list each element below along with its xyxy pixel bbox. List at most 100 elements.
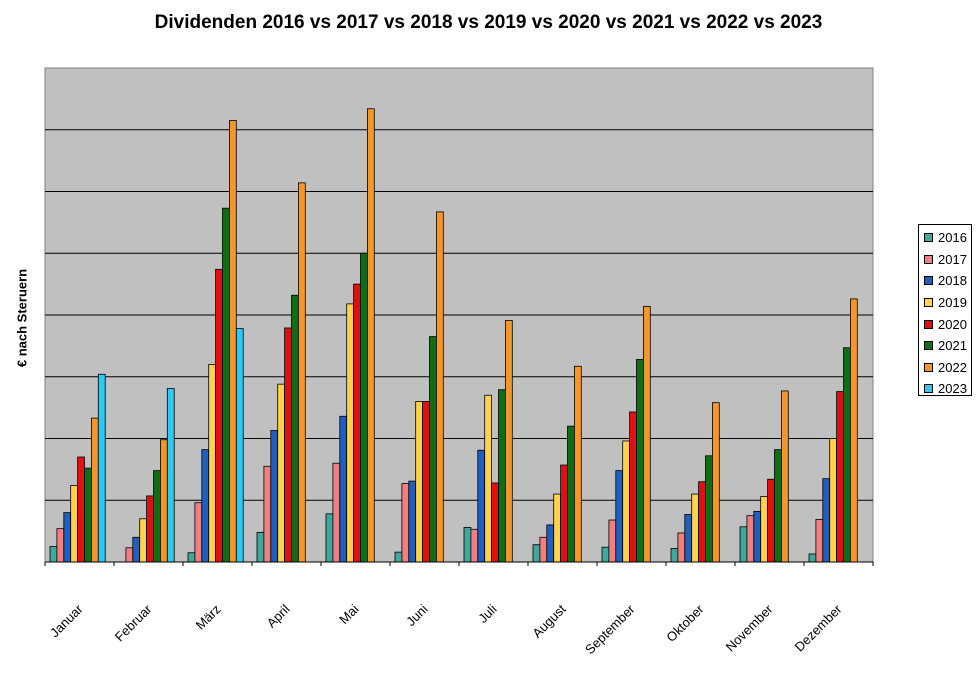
legend-label: 2018	[938, 273, 967, 289]
x-tick-label-august: August	[529, 601, 568, 640]
bar-2017-august	[539, 536, 548, 563]
legend-swatch	[924, 384, 933, 394]
legend-item-2022: 2022	[919, 357, 971, 379]
gridlines	[45, 129, 873, 501]
bar-2020-oktober	[698, 481, 706, 563]
legend: 2016 2017 2018 2019 2020 2021 2022 2023	[918, 224, 972, 396]
chart-title: Dividenden 2016 vs 2017 vs 2018 vs 2019 …	[154, 12, 823, 33]
legend-item-2016: 2016	[919, 227, 971, 249]
legend-label: 2022	[938, 359, 967, 375]
legend-label: 2019	[938, 295, 967, 311]
bar-2020-märz	[215, 268, 223, 563]
bar-2017-april	[263, 465, 272, 563]
x-tick-label-juli: Juli	[475, 601, 499, 625]
bar-2018-november	[753, 510, 762, 563]
bar-2023-februar	[166, 388, 175, 563]
bar-2022-september	[643, 305, 651, 563]
bar-2018-februar	[132, 536, 141, 563]
bar-2020-mai	[353, 283, 361, 563]
legend-label: 2023	[938, 381, 967, 397]
bar-2016-märz	[187, 552, 196, 563]
bar-2018-mai	[339, 415, 348, 563]
x-tick-label-april: April	[264, 601, 293, 630]
bar-2022-juli	[504, 320, 513, 563]
bar-2022-februar	[159, 439, 168, 563]
bar-2022-januar	[91, 417, 99, 563]
bar-2018-dezember	[822, 478, 831, 563]
x-tick-label-juni: Juni	[403, 601, 431, 629]
bar-2019-september	[622, 440, 631, 563]
bar-2017-mai	[332, 462, 341, 563]
legend-item-2019: 2019	[919, 292, 971, 314]
bar-2017-juni	[401, 483, 410, 563]
legend-item-2023: 2023	[919, 378, 971, 400]
bar-2019-juli	[484, 394, 493, 563]
legend-swatch	[924, 254, 933, 264]
legend-item-2021: 2021	[919, 335, 971, 357]
bar-2021-september	[636, 359, 644, 563]
legend-label: 2017	[938, 251, 967, 267]
bar-2020-september	[629, 411, 637, 563]
x-tick-label-märz: März	[193, 602, 224, 633]
legend-swatch	[924, 233, 933, 243]
bar-2017-februar	[125, 547, 134, 563]
legend-swatch	[924, 276, 933, 286]
bar-2018-juni	[408, 480, 417, 563]
bar-2022-oktober	[712, 402, 720, 563]
bar-2021-märz	[222, 207, 230, 563]
bar-2022-mai	[366, 108, 375, 563]
bar-2021-februar	[153, 470, 161, 563]
bar-2020-juni	[422, 401, 430, 563]
bar-2021-august	[567, 425, 575, 563]
bar-2017-juli	[470, 528, 479, 563]
bar-2022-dezember	[850, 298, 858, 563]
bar-2022-august	[574, 365, 582, 563]
legend-label: 2020	[938, 316, 967, 332]
bar-2018-oktober	[684, 514, 693, 563]
bar-2020-februar	[146, 495, 154, 563]
legend-swatch	[924, 298, 933, 308]
bar-2016-januar	[49, 546, 58, 563]
bar-2016-mai	[325, 513, 334, 563]
bar-2018-september	[615, 470, 624, 563]
bar-2020-april	[284, 327, 292, 563]
legend-label: 2016	[938, 230, 967, 246]
legend-swatch	[924, 362, 933, 372]
bar-2019-august	[553, 493, 562, 563]
bar-2019-oktober	[691, 493, 700, 563]
bar-2022-juni	[435, 211, 444, 563]
bar-2016-september	[601, 546, 610, 563]
bar-2016-april	[256, 531, 265, 563]
bar-2021-januar	[84, 467, 92, 563]
bar-2020-dezember	[836, 391, 844, 563]
x-axis	[44, 561, 874, 566]
bar-2018-märz	[201, 449, 210, 563]
bar-2021-mai	[360, 252, 368, 563]
bar-2020-november	[767, 478, 775, 563]
bar-2016-august	[532, 544, 541, 563]
bar-2016-juli	[463, 527, 472, 563]
legend-swatch	[924, 341, 933, 351]
bar-2018-januar	[63, 512, 72, 563]
bar-2020-juli	[491, 482, 499, 563]
x-tick-label-januar: Januar	[47, 601, 86, 640]
bar-2017-september	[608, 519, 617, 563]
bar-2017-januar	[56, 528, 65, 563]
bar-2019-dezember	[829, 438, 838, 563]
bar-2023-januar	[97, 373, 106, 563]
bar-2019-april	[277, 383, 286, 563]
bar-2019-november	[760, 496, 769, 563]
legend-swatch	[924, 319, 933, 329]
bar-2020-januar	[77, 456, 85, 563]
x-tick-label-dezember: Dezember	[792, 601, 845, 654]
bar-2021-dezember	[843, 347, 851, 563]
bar-2017-märz	[194, 502, 203, 563]
legend-item-2018: 2018	[919, 270, 971, 292]
bar-2022-april	[297, 182, 306, 563]
bar-2016-juni	[394, 551, 403, 563]
bar-2018-august	[546, 524, 555, 563]
bar-2017-oktober	[677, 532, 686, 563]
bar-2022-märz	[228, 120, 237, 563]
bar-2017-november	[746, 515, 755, 563]
